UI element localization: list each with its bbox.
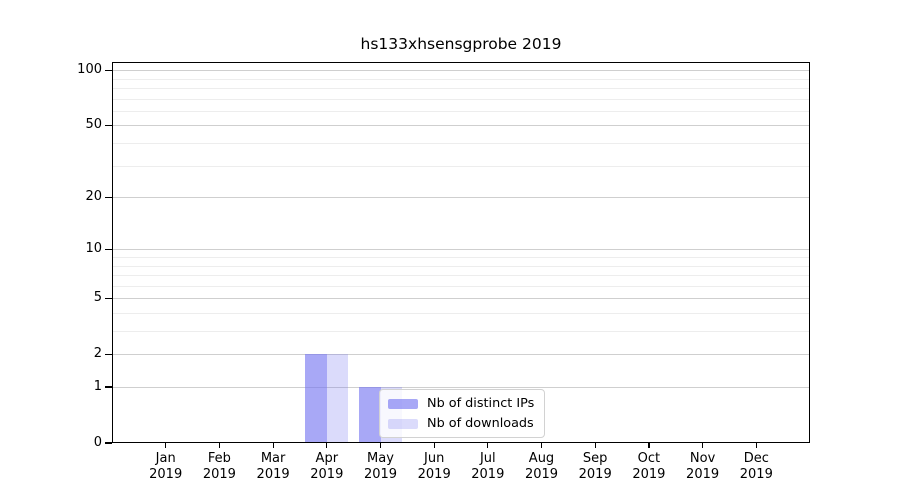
x-tick-month: Sep bbox=[582, 451, 608, 466]
x-tick-label: Dec 2019 bbox=[724, 451, 788, 482]
x-tick-mark bbox=[433, 443, 435, 448]
x-tick-label: Feb 2019 bbox=[187, 451, 251, 482]
x-tick-year: 2019 bbox=[524, 466, 559, 482]
x-tick-month: Oct bbox=[637, 451, 661, 466]
x-tick-year: 2019 bbox=[256, 466, 290, 482]
x-tick-month: Apr bbox=[315, 451, 339, 466]
x-tick-year: 2019 bbox=[632, 466, 666, 482]
legend-item-downloads: Nb of downloads bbox=[388, 414, 536, 433]
y-tick-label: 5 bbox=[93, 290, 102, 306]
x-tick-label: Mar 2019 bbox=[241, 451, 305, 482]
legend-swatch-downloads bbox=[388, 418, 418, 429]
bar-nb-of-distinct-ips bbox=[305, 354, 327, 443]
x-tick-month: Jun bbox=[424, 451, 445, 466]
x-tick-year: 2019 bbox=[149, 466, 183, 482]
bar-nb-of-downloads bbox=[326, 354, 349, 443]
y-tick-mark bbox=[105, 248, 112, 250]
x-tick-label: Nov 2019 bbox=[671, 451, 735, 482]
x-tick-mark bbox=[487, 443, 489, 448]
y-tick-mark bbox=[105, 124, 112, 127]
y-tick-label: 1 bbox=[93, 379, 102, 394]
gridline-minor bbox=[113, 285, 809, 287]
legend-swatch-distinct-ips bbox=[388, 398, 418, 409]
x-tick-year: 2019 bbox=[310, 466, 344, 482]
gridline-major bbox=[113, 387, 809, 388]
x-tick-label: Apr 2019 bbox=[295, 451, 359, 482]
x-tick-year: 2019 bbox=[686, 466, 720, 482]
x-tick-label: Jul 2019 bbox=[456, 451, 520, 482]
x-tick-month: Aug bbox=[528, 451, 555, 466]
x-tick-month: Nov bbox=[689, 451, 716, 466]
x-tick-mark bbox=[272, 443, 274, 448]
x-tick-mark bbox=[165, 443, 167, 448]
x-tick-mark bbox=[540, 443, 543, 448]
x-tick-month: Jul bbox=[479, 451, 496, 466]
gridline-minor bbox=[113, 98, 809, 100]
x-tick-year: 2019 bbox=[363, 466, 398, 482]
x-tick-label: Jun 2019 bbox=[402, 451, 466, 482]
x-tick-month: Jan bbox=[155, 451, 176, 466]
x-tick-label: Jan 2019 bbox=[134, 451, 198, 482]
gridline-minor bbox=[113, 165, 809, 167]
gridline-minor bbox=[113, 275, 809, 276]
x-tick-label: Oct 2019 bbox=[617, 451, 681, 482]
x-tick-month: Mar bbox=[260, 451, 286, 466]
gridline-minor bbox=[113, 78, 809, 80]
x-tick-year: 2019 bbox=[202, 466, 236, 482]
y-tick-label: 0 bbox=[93, 435, 102, 450]
gridline-major bbox=[113, 70, 809, 72]
y-tick-label: 100 bbox=[77, 62, 102, 78]
y-tick-mark bbox=[105, 442, 112, 444]
x-tick-mark bbox=[594, 443, 596, 448]
y-tick-mark bbox=[105, 196, 112, 198]
x-tick-year: 2019 bbox=[471, 466, 505, 482]
gridline-minor bbox=[113, 331, 809, 332]
y-tick-label: 20 bbox=[85, 189, 102, 205]
x-tick-month: May bbox=[367, 451, 394, 466]
x-tick-month: Dec bbox=[743, 451, 769, 466]
y-tick-mark bbox=[105, 353, 112, 355]
legend-label-distinct-ips: Nb of distinct IPs bbox=[427, 396, 535, 411]
gridline-minor bbox=[113, 88, 809, 89]
legend-label-downloads: Nb of downloads bbox=[427, 416, 534, 431]
gridline-minor bbox=[113, 143, 809, 144]
y-tick-mark bbox=[105, 69, 112, 71]
gridline-major bbox=[113, 354, 809, 356]
chart-title: hs133xhsensgprobe 2019 bbox=[360, 35, 562, 53]
x-tick-mark bbox=[379, 443, 382, 448]
gridline-minor bbox=[113, 313, 809, 314]
x-tick-month: Feb bbox=[207, 451, 231, 466]
y-tick-label: 50 bbox=[85, 117, 102, 133]
gridline-major bbox=[113, 298, 809, 300]
y-tick-label: 10 bbox=[85, 241, 102, 257]
gridline-major bbox=[113, 197, 809, 199]
x-tick-mark bbox=[702, 443, 704, 448]
x-tick-label: May 2019 bbox=[349, 451, 413, 482]
gridline-major bbox=[113, 125, 809, 127]
y-tick-mark bbox=[105, 386, 112, 388]
x-tick-year: 2019 bbox=[739, 466, 773, 482]
plot-frame bbox=[112, 62, 810, 443]
gridline-minor bbox=[113, 257, 809, 258]
gridline-major bbox=[113, 249, 809, 251]
y-tick-label: 2 bbox=[93, 346, 102, 362]
x-tick-mark bbox=[755, 443, 757, 448]
x-tick-mark bbox=[218, 443, 221, 448]
y-tick-mark bbox=[105, 297, 112, 299]
x-tick-year: 2019 bbox=[578, 466, 612, 482]
legend: Nb of distinct IPs Nb of downloads bbox=[379, 389, 545, 438]
bar-nb-of-distinct-ips bbox=[359, 387, 381, 443]
gridline-minor bbox=[113, 110, 809, 112]
gridline-minor bbox=[113, 265, 809, 267]
x-tick-mark bbox=[326, 443, 328, 448]
legend-item-distinct-ips: Nb of distinct IPs bbox=[388, 394, 536, 413]
x-tick-mark bbox=[648, 443, 650, 448]
x-tick-year: 2019 bbox=[417, 466, 451, 482]
x-tick-label: Sep 2019 bbox=[563, 451, 627, 482]
x-tick-label: Aug 2019 bbox=[510, 451, 574, 482]
